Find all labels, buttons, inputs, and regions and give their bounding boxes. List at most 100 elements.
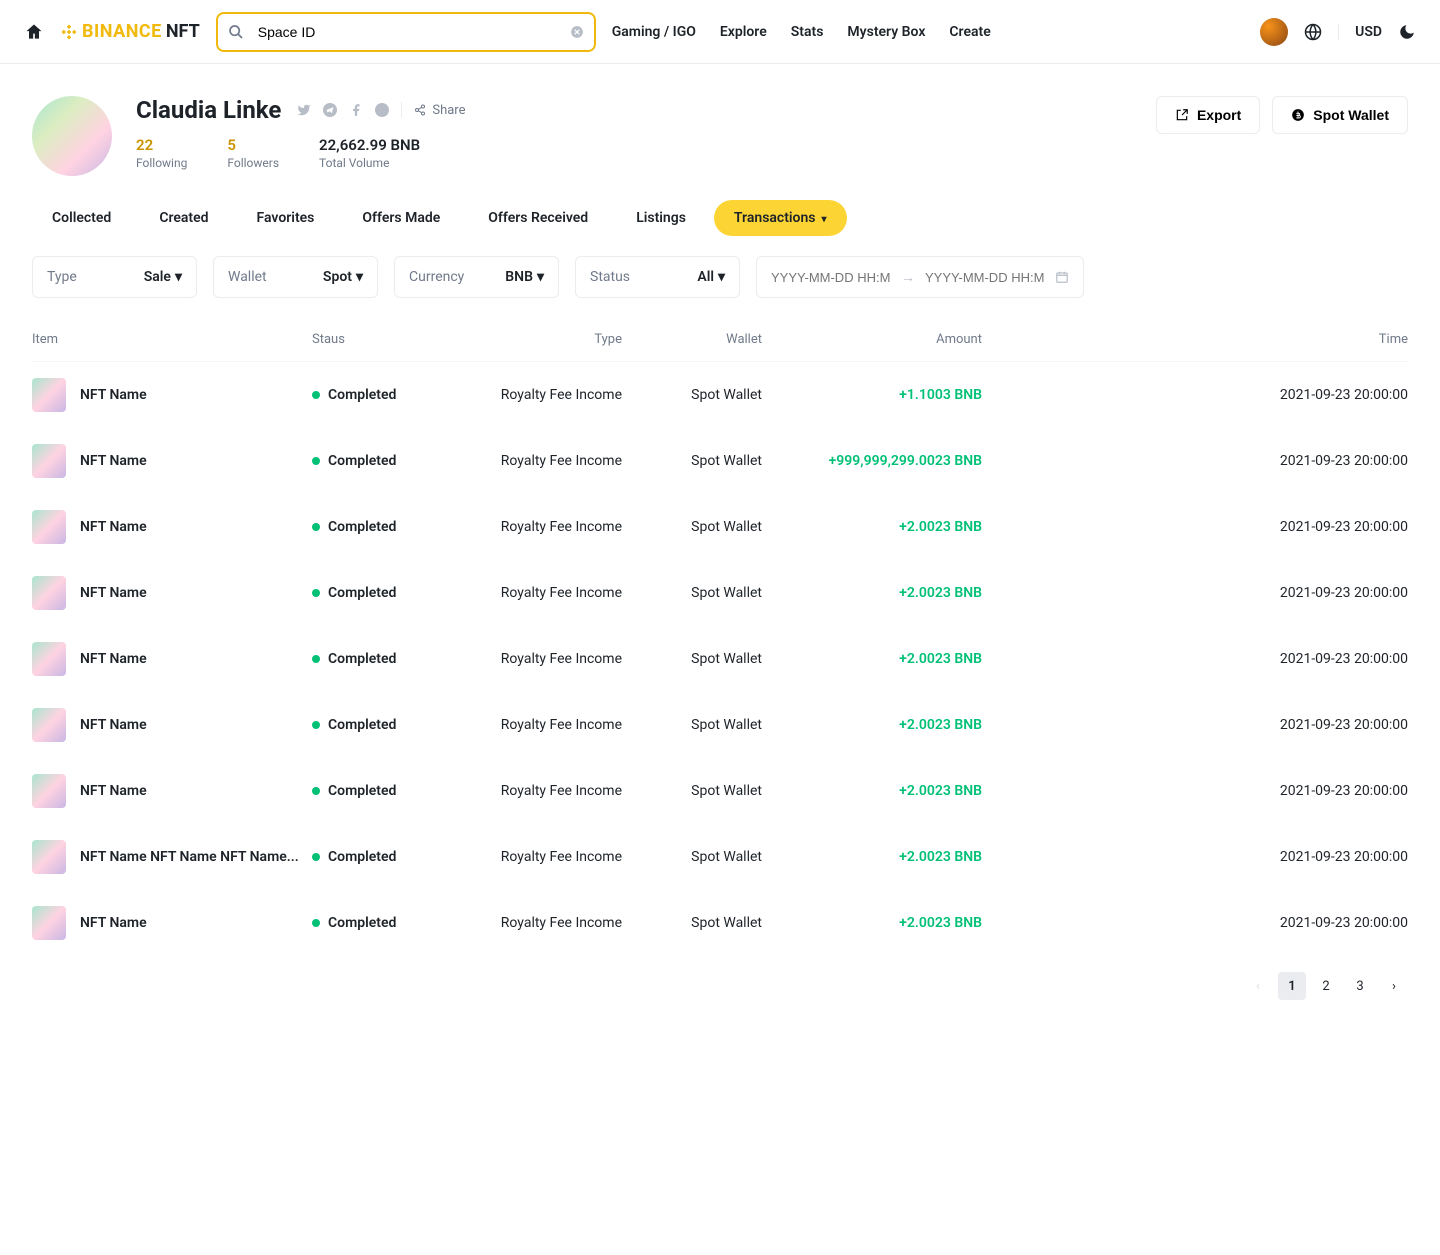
date-to-input[interactable] [925, 270, 1045, 285]
cell-status: Completed [312, 783, 462, 799]
user-avatar[interactable] [1260, 18, 1288, 46]
cell-item[interactable]: NFT Name [32, 378, 312, 412]
cell-wallet: Spot Wallet [642, 651, 782, 667]
telegram-icon[interactable] [323, 103, 337, 117]
tab-created[interactable]: Created [139, 200, 228, 236]
share-button[interactable]: Share [414, 103, 465, 118]
cell-item[interactable]: NFT Name [32, 774, 312, 808]
page-next[interactable]: › [1380, 972, 1408, 1000]
tab-offers-made[interactable]: Offers Made [342, 200, 460, 236]
cell-item[interactable]: NFT Name [32, 906, 312, 940]
tab-transactions[interactable]: Transactions▾ [714, 200, 847, 236]
table-row: NFT Name Completed Royalty Fee Income Sp… [32, 428, 1408, 494]
cell-item[interactable]: NFT Name NFT Name NFT Name... [32, 840, 312, 874]
currency-selector[interactable]: USD [1355, 24, 1382, 40]
tab-listings[interactable]: Listings [616, 200, 706, 236]
cell-time: 2021-09-23 20:00:00 [982, 519, 1408, 535]
filter-status-label: Status [590, 269, 630, 285]
filter-currency-label: Currency [409, 269, 464, 285]
cell-type: Royalty Fee Income [462, 717, 642, 733]
status-dot-icon [312, 787, 320, 795]
status-text: Completed [328, 783, 396, 799]
cell-item[interactable]: NFT Name [32, 576, 312, 610]
logo-nft-text: NFT [166, 21, 200, 42]
cell-amount: +2.0023 BNB [782, 519, 982, 535]
item-name: NFT Name [80, 783, 147, 799]
chevron-down-icon: ▾ [822, 214, 827, 225]
cell-type: Royalty Fee Income [462, 849, 642, 865]
cell-item[interactable]: NFT Name [32, 510, 312, 544]
page-2[interactable]: 2 [1312, 972, 1340, 1000]
spot-wallet-button[interactable]: Spot Wallet [1272, 96, 1408, 134]
cell-wallet: Spot Wallet [642, 849, 782, 865]
divider [401, 102, 402, 118]
item-name: NFT Name [80, 453, 147, 469]
twitter-icon[interactable] [297, 103, 311, 117]
globe-icon[interactable] [1304, 23, 1322, 41]
cell-status: Completed [312, 651, 462, 667]
th-item: Item [32, 332, 312, 347]
tab-collected[interactable]: Collected [32, 200, 131, 236]
nav-create[interactable]: Create [949, 24, 990, 40]
status-dot-icon [312, 523, 320, 531]
nft-thumbnail [32, 906, 66, 940]
theme-toggle-icon[interactable] [1398, 23, 1416, 41]
filter-wallet-label: Wallet [228, 269, 267, 285]
page-3[interactable]: 3 [1346, 972, 1374, 1000]
cell-item[interactable]: NFT Name [32, 444, 312, 478]
cell-wallet: Spot Wallet [642, 915, 782, 931]
facebook-icon[interactable] [349, 103, 363, 117]
status-dot-icon [312, 721, 320, 729]
tab-offers-received[interactable]: Offers Received [468, 200, 608, 236]
item-name: NFT Name NFT Name NFT Name... [80, 849, 299, 865]
cell-wallet: Spot Wallet [642, 585, 782, 601]
volume-label: Total Volume [319, 156, 420, 170]
cell-amount: +1.1003 BNB [782, 387, 982, 403]
cell-time: 2021-09-23 20:00:00 [982, 915, 1408, 931]
cell-wallet: Spot Wallet [642, 453, 782, 469]
stat-following[interactable]: 22 Following [136, 136, 187, 170]
status-text: Completed [328, 585, 396, 601]
table-row: NFT Name Completed Royalty Fee Income Sp… [32, 692, 1408, 758]
cell-time: 2021-09-23 20:00:00 [982, 717, 1408, 733]
item-name: NFT Name [80, 717, 147, 733]
filter-currency[interactable]: Currency BNB▾ [394, 256, 559, 298]
cell-type: Royalty Fee Income [462, 519, 642, 535]
cell-item[interactable]: NFT Name [32, 708, 312, 742]
nft-thumbnail [32, 774, 66, 808]
spot-wallet-label: Spot Wallet [1313, 107, 1389, 123]
chevron-down-icon: ▾ [537, 269, 544, 285]
cell-item[interactable]: NFT Name [32, 642, 312, 676]
item-name: NFT Name [80, 519, 147, 535]
cell-amount: +2.0023 BNB [782, 651, 982, 667]
status-dot-icon [312, 391, 320, 399]
cell-type: Royalty Fee Income [462, 651, 642, 667]
clear-icon[interactable] [570, 25, 584, 39]
table-row: NFT Name NFT Name NFT Name... Completed … [32, 824, 1408, 890]
home-icon[interactable] [24, 22, 44, 42]
cell-status: Completed [312, 519, 462, 535]
filter-wallet[interactable]: Wallet Spot▾ [213, 256, 378, 298]
stat-followers[interactable]: 5 Followers [227, 136, 279, 170]
divider [1338, 24, 1339, 40]
page-1[interactable]: 1 [1278, 972, 1306, 1000]
export-button[interactable]: Export [1156, 96, 1260, 134]
nav-mystery-box[interactable]: Mystery Box [847, 24, 925, 40]
filter-status[interactable]: Status All▾ [575, 256, 740, 298]
table-row: NFT Name Completed Royalty Fee Income Sp… [32, 494, 1408, 560]
nav-gaming[interactable]: Gaming / IGO [612, 24, 696, 40]
item-name: NFT Name [80, 387, 147, 403]
logo[interactable]: BINANCE NFT [60, 21, 200, 42]
reddit-icon[interactable] [375, 103, 389, 117]
nav-explore[interactable]: Explore [720, 24, 767, 40]
status-dot-icon [312, 919, 320, 927]
search-input[interactable] [216, 12, 596, 52]
date-from-input[interactable] [771, 270, 891, 285]
page-prev: ‹ [1244, 972, 1272, 1000]
item-name: NFT Name [80, 651, 147, 667]
nav-stats[interactable]: Stats [791, 24, 824, 40]
date-range-picker[interactable]: → [756, 256, 1084, 298]
table-row: NFT Name Completed Royalty Fee Income Sp… [32, 362, 1408, 428]
filter-type[interactable]: Type Sale▾ [32, 256, 197, 298]
tab-favorites[interactable]: Favorites [237, 200, 335, 236]
